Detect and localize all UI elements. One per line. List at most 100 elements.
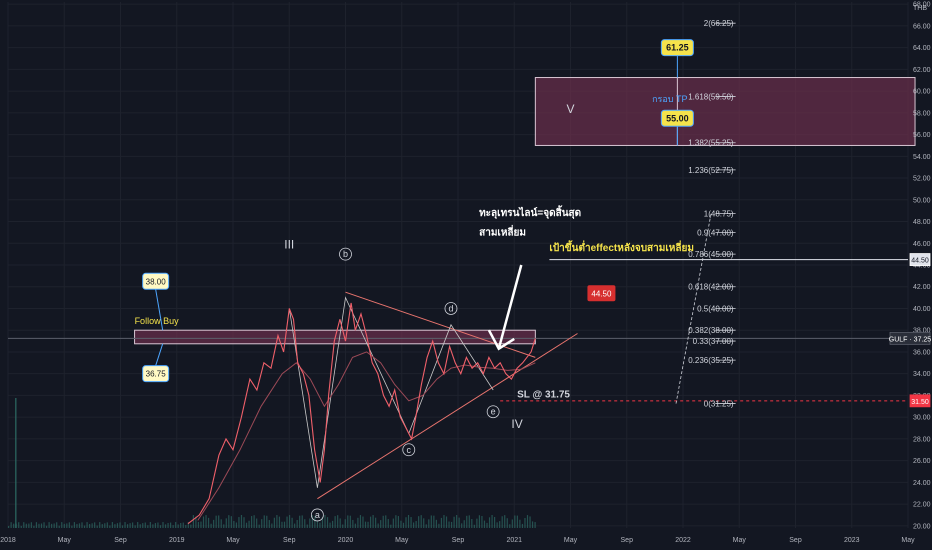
wave-labels: III IV Va b c d e ทะลุเทรนไลน์=จุดสิ้นสุดสามเหล… (284, 102, 694, 522)
volume-bar (301, 515, 303, 528)
volume-bar (111, 522, 113, 528)
volume-bar (261, 519, 263, 528)
volume-bar (372, 515, 374, 528)
volume-bar (443, 515, 445, 528)
volume-bar (463, 520, 465, 528)
volume-bar (433, 515, 435, 528)
volume-bar (311, 515, 313, 528)
price-callout (142, 365, 170, 383)
annotation-text: ทะลุเทรนไลน์=จุดสิ้นสุด (479, 205, 581, 219)
y-tick-label: 34.00 (913, 371, 931, 378)
volume-bar (121, 525, 124, 528)
price-axis-badge-label: 44.50 (911, 258, 929, 265)
volume-bar (385, 515, 387, 528)
price-axis-badge (889, 331, 931, 345)
volume-bar (440, 517, 443, 528)
wave-label: c (407, 445, 412, 455)
wave-label: b (343, 249, 348, 259)
volume-bar (466, 515, 468, 528)
breakout-arrow (497, 264, 523, 350)
volume-bar (271, 523, 273, 528)
fib-label: 0.786(45.00) (688, 250, 734, 259)
price-callout-label: 61.25 (666, 43, 689, 53)
wave-label: d (448, 303, 453, 313)
volume-bar (248, 520, 250, 528)
volume-bar (352, 519, 354, 528)
volume-bar (486, 522, 488, 528)
sma-line (197, 351, 536, 521)
y-tick-label: 26.00 (913, 458, 931, 465)
volume-bar (514, 515, 516, 528)
volume-bar (304, 519, 306, 528)
volume-bar (483, 520, 486, 528)
price-callout-label: 38.00 (146, 277, 167, 286)
fib-label: 0.9(47.00) (697, 228, 734, 237)
volume-bar (253, 515, 255, 528)
volume-bar (40, 523, 43, 528)
fib-label: 1.618(59.50) (688, 93, 734, 102)
volume-bar (420, 515, 422, 528)
volume-bar (392, 518, 394, 528)
volume-bar (48, 522, 50, 528)
volume-bar (94, 522, 96, 528)
volume-bar (344, 519, 346, 528)
volume-bar (491, 515, 493, 528)
volume-bar (73, 522, 76, 528)
volume-bar (413, 522, 415, 528)
annotation-text: สามเหลี่ยม (479, 225, 526, 239)
y-tick-label: 66.00 (913, 23, 931, 30)
follow-buy-label: Follow Buy (135, 316, 180, 326)
wave-path-line (288, 296, 494, 488)
price-callout (660, 39, 694, 57)
tp-zone (534, 77, 916, 146)
price-callout (142, 272, 170, 290)
volume-bar (397, 516, 400, 528)
volume-bar (516, 515, 518, 528)
volume-bar (291, 517, 293, 528)
volume-bar (116, 523, 119, 528)
volume-bar (197, 521, 200, 528)
volume-bar (137, 522, 139, 528)
callout-pointer (155, 343, 164, 366)
x-tick-label: May (564, 537, 578, 544)
volume-bar (157, 522, 159, 528)
volume-bar (400, 520, 402, 528)
y-axis: 20.0022.0024.0026.0028.0030.0032.0034.00… (889, 2, 932, 531)
fib-label: 0.382(38.00) (688, 326, 734, 335)
volume-bar (134, 525, 136, 528)
y-tick-label: 68.00 (913, 2, 931, 9)
volume-bar (458, 517, 460, 528)
volume-bar (435, 519, 437, 528)
volume-bar (278, 516, 281, 528)
fib-label: 0.236(35.25) (688, 356, 734, 365)
price-callout-label: 36.75 (146, 370, 167, 379)
volume-bar (13, 523, 15, 528)
volume-bar (18, 522, 20, 528)
x-axis: 2018 May Sep 2019 May Sep 2020 May Sep 2021 May Sep… (0, 537, 915, 544)
volume-bar (266, 515, 268, 528)
annotation-text: SL @ 31.75 (517, 390, 570, 401)
volume-bar (202, 516, 205, 528)
price-line (187, 302, 536, 525)
volume-bar (223, 524, 225, 528)
volume-bar (526, 515, 529, 528)
volume-bar (438, 523, 440, 528)
volume-bar (405, 517, 407, 528)
y-tick-label: 20.00 (913, 523, 931, 530)
volume-bar (529, 516, 531, 528)
y-tick-label: 52.00 (913, 176, 931, 183)
volume-bar (185, 525, 187, 528)
volume-bar (375, 517, 377, 528)
price-callout-label: 55.00 (666, 113, 689, 123)
volume-bar (299, 515, 301, 528)
volume-bar (215, 515, 217, 528)
y-tick-label: 38.00 (913, 328, 931, 335)
volume-bar (524, 517, 526, 528)
volume-bar (332, 520, 334, 528)
y-tick-label: 58.00 (913, 110, 931, 117)
y-tick-label: 60.00 (913, 89, 931, 96)
volume-bar (53, 523, 55, 528)
volume-bar (362, 516, 364, 528)
volume-bar (63, 523, 65, 528)
